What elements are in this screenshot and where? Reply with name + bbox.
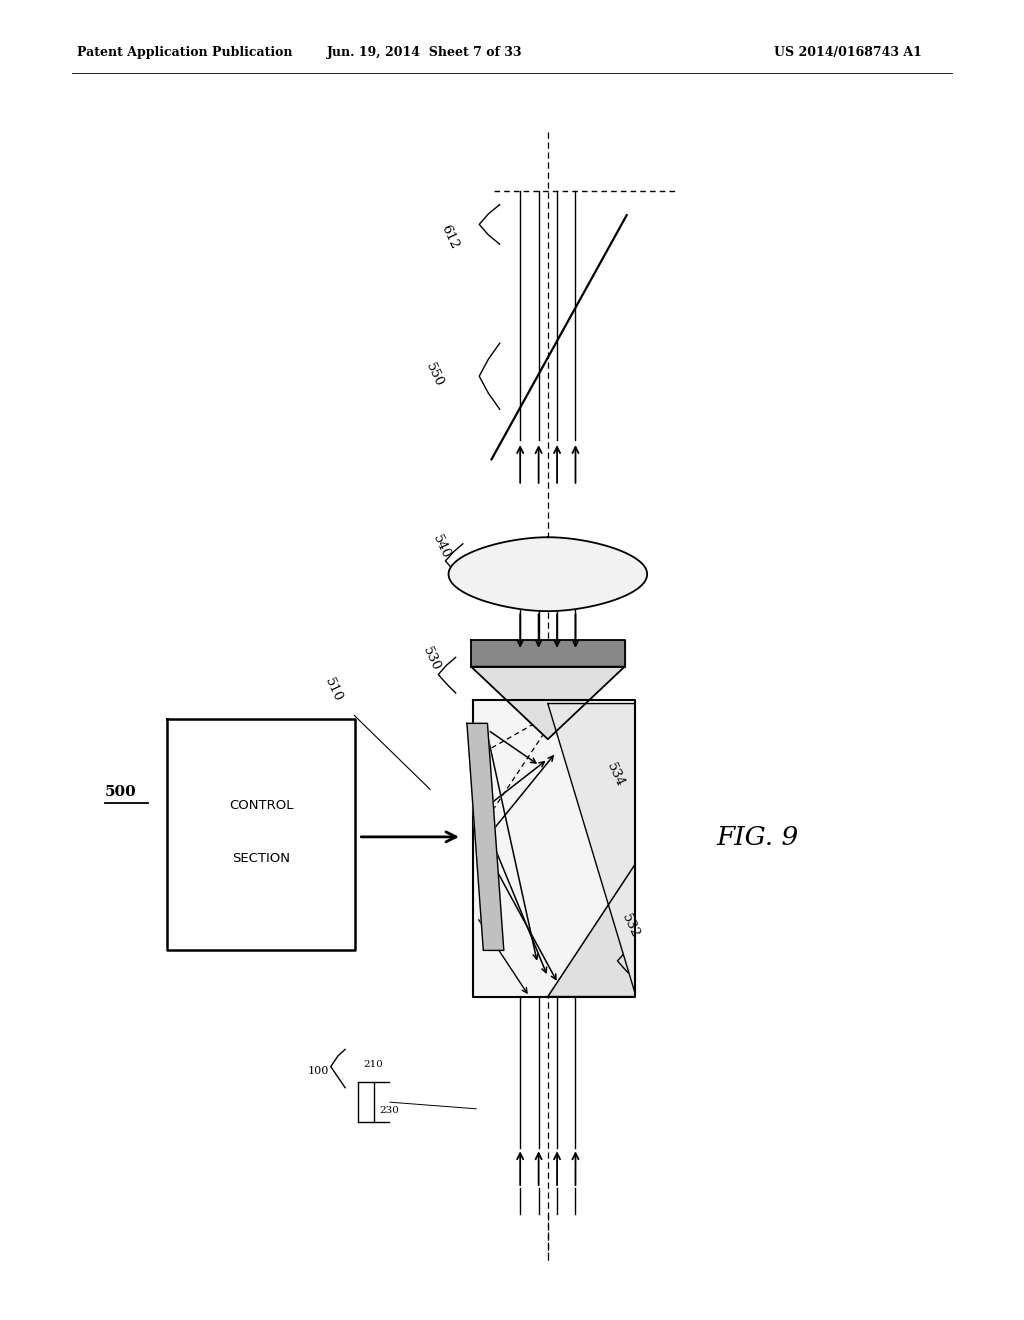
Text: 500: 500 [104, 785, 136, 799]
Polygon shape [449, 537, 647, 611]
Polygon shape [471, 667, 625, 739]
Polygon shape [548, 704, 635, 993]
Text: US 2014/0168743 A1: US 2014/0168743 A1 [774, 46, 922, 59]
Polygon shape [467, 723, 504, 950]
Text: 532: 532 [620, 912, 642, 940]
Text: 530: 530 [420, 645, 442, 673]
Text: SECTION: SECTION [232, 853, 290, 865]
Text: Jun. 19, 2014  Sheet 7 of 33: Jun. 19, 2014 Sheet 7 of 33 [328, 46, 522, 59]
Text: 612: 612 [438, 223, 461, 251]
Text: FIG. 9: FIG. 9 [717, 825, 799, 850]
Polygon shape [471, 640, 625, 667]
Polygon shape [167, 719, 355, 950]
Text: 510: 510 [323, 676, 345, 704]
Text: Patent Application Publication: Patent Application Publication [77, 46, 292, 59]
Text: 210: 210 [364, 1060, 383, 1069]
Text: 550: 550 [423, 362, 445, 389]
Text: 100: 100 [307, 1065, 329, 1076]
Text: CONTROL: CONTROL [229, 800, 293, 812]
Text: 540: 540 [430, 533, 453, 561]
Polygon shape [473, 700, 635, 997]
Text: 534: 534 [604, 762, 627, 789]
Polygon shape [548, 865, 635, 997]
Text: 230: 230 [379, 1106, 398, 1115]
